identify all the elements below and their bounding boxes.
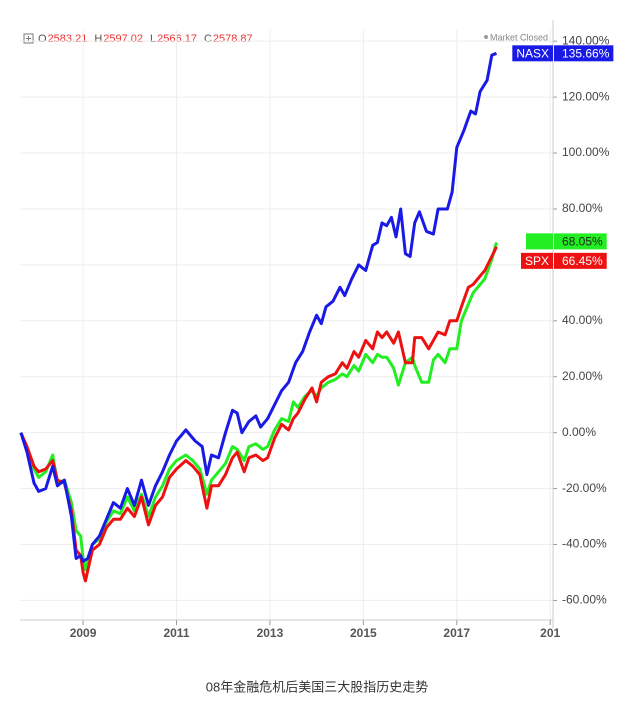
end-label: NASX 135.66% bbox=[512, 45, 614, 62]
series-line bbox=[19, 51, 498, 563]
caption: 08年金融危机后美国三大股指历史走势 bbox=[206, 679, 428, 694]
ohlc-value: 2583.21 bbox=[48, 33, 88, 45]
expand-icon[interactable] bbox=[23, 33, 34, 44]
series-line bbox=[19, 241, 498, 572]
ohlc-key: H bbox=[94, 33, 102, 45]
ohlc-value: 2597.02 bbox=[103, 33, 143, 45]
status-dot bbox=[484, 35, 488, 39]
value-box bbox=[554, 233, 607, 250]
ohlc-key: O bbox=[38, 33, 47, 45]
x-tick-label: 201 bbox=[540, 626, 560, 640]
y-tick-label: 40.00% bbox=[562, 313, 603, 327]
value-box bbox=[554, 252, 607, 269]
y-tick-label: 80.00% bbox=[562, 201, 603, 215]
y-tick-label: -40.00% bbox=[562, 537, 607, 551]
name-box bbox=[512, 45, 553, 62]
y-tick-label: 140.00% bbox=[562, 33, 610, 47]
x-tick-label: 2011 bbox=[163, 626, 189, 640]
value-box bbox=[554, 45, 614, 62]
y-tick-label: -60.00% bbox=[562, 593, 607, 607]
y-tick-label: 120.00% bbox=[562, 89, 610, 103]
end-label: SPX 66.45% bbox=[520, 252, 607, 269]
name-box bbox=[526, 233, 553, 250]
value-label: 135.66% bbox=[562, 46, 610, 60]
value-label: 68.05% bbox=[562, 235, 603, 249]
y-tick-label: 0.00% bbox=[562, 425, 596, 439]
value-label: 66.45% bbox=[562, 254, 603, 268]
name-box bbox=[520, 252, 553, 269]
market-status-text: Market Closed bbox=[490, 32, 548, 42]
y-tick-label: 100.00% bbox=[562, 145, 610, 159]
series-line bbox=[19, 246, 498, 583]
end-label: 68.05% bbox=[526, 233, 607, 250]
x-tick-label: 2013 bbox=[257, 626, 284, 640]
ohlc-key: C bbox=[204, 33, 212, 45]
ohlc-value: 2578.87 bbox=[213, 33, 253, 45]
x-tick-label: 2015 bbox=[350, 626, 377, 640]
legend-name: SPX bbox=[525, 254, 549, 268]
y-tick-label: -20.00% bbox=[562, 481, 607, 495]
legend-name: NASX bbox=[516, 46, 549, 60]
market-status: Market Closed bbox=[484, 32, 548, 42]
x-tick-label: 2017 bbox=[443, 626, 470, 640]
y-tick-label: 20.00% bbox=[562, 369, 603, 383]
x-tick-label: 2009 bbox=[70, 626, 97, 640]
expand-icon-plus bbox=[26, 36, 31, 41]
ohlc-key: L bbox=[150, 33, 156, 45]
ohlc-value: 2566.17 bbox=[157, 33, 197, 45]
